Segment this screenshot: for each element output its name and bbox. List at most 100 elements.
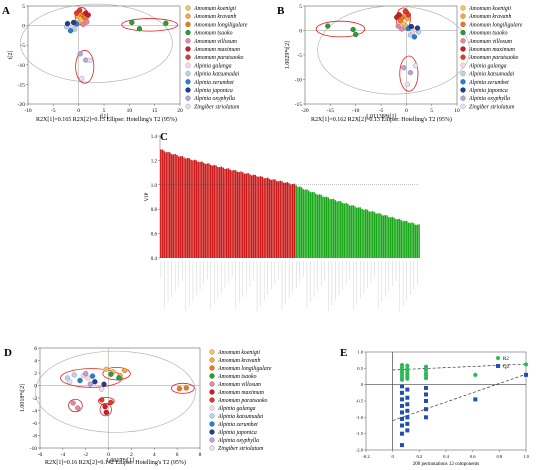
panel-e: E -0.2 0 0.2 0.4 0.6 0.8 1.0 1.0 0.5 0 -0.5 -1.0 -1.… [340, 347, 530, 467]
q2-point [424, 399, 428, 403]
r2-point [405, 363, 410, 368]
legend-marker [185, 29, 191, 36]
legend-marker [460, 79, 466, 85]
vip-bar [327, 197, 330, 258]
vip-bar [197, 161, 200, 258]
legend-label: Amomum villosum [217, 382, 261, 388]
vip-bar [389, 217, 392, 258]
legend-label: Alpinia zerumbet [217, 422, 258, 428]
legend-label: Amomum paratsaoko [217, 398, 268, 404]
score-point [70, 400, 76, 406]
x-tick-label: -0.2 [362, 454, 370, 459]
legend-label: Amomum longiligulare [193, 22, 248, 28]
legend-label: Alpinia oxyphylla [468, 96, 510, 102]
vip-bar [331, 199, 333, 258]
q2-point [400, 423, 404, 428]
x-tick-label: 0 [392, 454, 395, 459]
score-point [183, 385, 189, 391]
vip-bar [291, 183, 294, 258]
legend-label: Alpinia zerumbet [468, 80, 509, 86]
vip-bar [398, 218, 401, 258]
score-point [75, 405, 81, 411]
x-tick-label: 0 [107, 452, 110, 458]
x-tick-label: -20 [301, 108, 309, 114]
vip-bar [202, 162, 205, 258]
legend-label: Amomum kravanh [468, 14, 511, 20]
vip-bar [179, 156, 182, 258]
vip-bar [322, 196, 324, 258]
y-tick-label: -1.5 [356, 431, 364, 436]
panel-b-footer: R2X[1]=0.162 R2X[2]=0.13 Ellipse: Hotell… [311, 116, 452, 123]
x-tick-label: 1.0 [523, 454, 529, 459]
vip-bar [393, 217, 395, 258]
vip-bar [172, 154, 175, 258]
score-point [108, 399, 114, 406]
vip-bar [404, 220, 406, 258]
x-tick-label: 4 [153, 452, 156, 458]
x-tick-label: 0.4 [443, 454, 449, 459]
legend-marker [460, 95, 466, 101]
score-point [412, 63, 419, 69]
legend-marker [209, 381, 215, 387]
legend-label: Zingiber striolatum [469, 104, 514, 110]
score-point [73, 10, 80, 16]
panel-c-plot: 1.4 1.2 1.0 0.8 0.6 0.4 VIP [144, 135, 420, 312]
score-point [64, 375, 71, 381]
vip-bar [388, 217, 390, 258]
q2-point [473, 397, 478, 402]
panel-a: A -10 -5 0 5 10 15 20 5 0 -5 -10 -15 -20 t[1] t[2] Amo… [2, 3, 248, 123]
vip-bar [384, 215, 387, 258]
score-point [87, 381, 93, 387]
x-tick-label: 0.6 [470, 454, 476, 459]
y-tick-label: -20 [18, 102, 26, 108]
panel-d-legend: Amomum koenigii Amomum kravanh Amomum long… [209, 349, 272, 452]
legend-marker [460, 5, 466, 11]
vip-bar [334, 200, 337, 258]
y-tick-label: 0 [22, 24, 25, 30]
vip-bar [366, 209, 369, 258]
x-tick-label: 0.8 [496, 454, 502, 459]
vip-bar [217, 167, 219, 258]
vip-bar [316, 194, 319, 258]
vip-bar [311, 192, 314, 258]
legend-marker [460, 38, 466, 44]
x-tick-label: -6 [38, 452, 43, 458]
legend-marker [209, 405, 215, 411]
q2-point [424, 415, 428, 420]
score-point [77, 377, 83, 384]
x-tick-label: 5 [430, 108, 433, 114]
vip-bar [195, 160, 198, 258]
score-point [101, 381, 107, 387]
x-tick-label: 8 [199, 452, 202, 458]
score-point [77, 51, 83, 57]
panel-a-letter: A [2, 5, 10, 17]
vip-bar [418, 224, 420, 258]
legend-label: Amomum villosum [193, 39, 237, 45]
group-ellipse [121, 18, 178, 32]
vip-bar [409, 223, 411, 258]
vip-bar [368, 211, 370, 258]
score-point [176, 385, 183, 392]
score-point [397, 18, 403, 24]
vip-bar [242, 172, 244, 258]
vip-bar [361, 208, 363, 258]
legend-marker [209, 421, 215, 427]
legend-label: Amomum maximum [217, 390, 264, 396]
legend-label: Amomum kravanh [193, 14, 236, 20]
legend-marker [185, 70, 191, 77]
vip-bar [190, 159, 192, 258]
legend-marker [460, 87, 466, 93]
y-tick-label: 0 [299, 29, 302, 35]
vip-bar [338, 201, 340, 258]
y-tick-label: -5 [297, 53, 302, 59]
vip-bar [256, 176, 258, 258]
vip-bar [272, 179, 274, 258]
legend-marker [185, 5, 191, 11]
legend-label: Amomum tsaoko [193, 31, 233, 37]
vip-bar [377, 213, 379, 258]
group-ellipse [99, 402, 112, 417]
plot-frame [304, 5, 458, 105]
legend-label: Amomum longiligulare [217, 366, 272, 372]
panel-a-legend: Amomum koenigii Amomum kravanh Amomum long… [185, 5, 248, 110]
y-tick-label: -4 [32, 409, 37, 415]
